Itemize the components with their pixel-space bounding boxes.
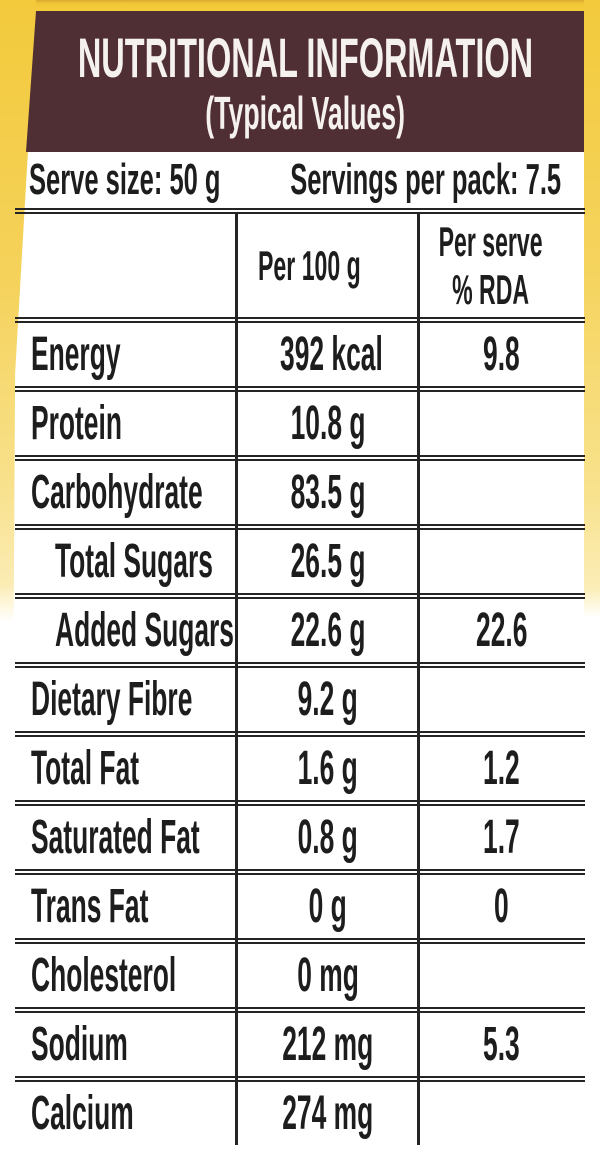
per-100g-value: 26.5 g	[290, 535, 366, 588]
per-100g-value: 274 mg	[282, 1087, 374, 1140]
table-row: Sodium 212 mg 5.3	[15, 1013, 585, 1082]
per-serve-rda-value: 5.3	[483, 1018, 520, 1071]
table-body: Energy 392 kcal 9.8 Protein 10.8 g Carbo…	[15, 323, 585, 1145]
table-row: Protein 10.8 g	[15, 392, 585, 461]
serve-size-text: Serve size: 50 g	[29, 155, 221, 204]
per-100g-value: 9.2 g	[297, 673, 359, 726]
nutrient-label: Cholesterol	[31, 949, 177, 1002]
per-100g-value: 0.8 g	[297, 811, 359, 864]
table-row: Cholesterol 0 mg	[15, 944, 585, 1013]
nutrient-label: Saturated Fat	[31, 811, 200, 864]
nutrient-label: Calcium	[31, 1087, 134, 1140]
table-row: Total Sugars 26.5 g	[15, 530, 585, 599]
table-header-row: Per 100 g Per serve % RDA	[15, 214, 585, 323]
column-header-per-serve-rda: Per serve % RDA	[396, 218, 585, 314]
per-serve-rda-value: 1.7	[483, 811, 520, 864]
nutrient-label: Dietary Fibre	[31, 673, 193, 726]
per-100g-value: 212 mg	[282, 1018, 374, 1071]
label-subtitle: (Typical Values)	[205, 86, 405, 139]
per-serve-rda-value: 0	[494, 880, 509, 933]
per-100g-value: 1.6 g	[297, 742, 359, 795]
table-row: Carbohydrate 83.5 g	[15, 461, 585, 530]
table-row: Dietary Fibre 9.2 g	[15, 668, 585, 737]
column-divider-1	[235, 214, 238, 1145]
per-serve-rda-value: 9.8	[483, 328, 520, 381]
per-serve-line: Per serve	[438, 217, 543, 265]
servings-per-pack-text: Servings per pack: 7.5	[290, 155, 561, 204]
table-row: Total Fat 1.6 g 1.2	[15, 737, 585, 806]
nutrient-label: Added Sugars	[55, 604, 234, 657]
rda-line: % RDA	[451, 265, 529, 313]
per-100g-value: 0 g	[308, 880, 348, 933]
per-100g-value: 83.5 g	[290, 466, 366, 519]
table-row: Added Sugars 22.6 g 22.6	[15, 599, 585, 668]
table-row: Trans Fat 0 g 0	[15, 875, 585, 944]
serving-info-row: Serve size: 50 g Servings per pack: 7.5	[15, 152, 585, 208]
column-divider-2	[417, 214, 420, 1145]
label-title-banner: NUTRITIONAL INFORMATION (Typical Values)	[26, 11, 584, 152]
nutrition-table: Per 100 g Per serve % RDA Energy 392 kca…	[15, 208, 585, 1145]
nutrient-label: Trans Fat	[31, 880, 149, 933]
nutrient-label: Total Fat	[31, 742, 140, 795]
nutrient-label: Protein	[31, 397, 122, 450]
package-yellow-top-band	[0, 0, 600, 12]
per-100g-value: 392 kcal	[280, 328, 383, 381]
table-row: Energy 392 kcal 9.8	[15, 323, 585, 392]
package-yellow-right-band	[584, 0, 600, 618]
per-serve-rda-value: 22.6	[475, 604, 528, 657]
table-row: Calcium 274 mg	[15, 1082, 585, 1145]
nutrient-label: Energy	[31, 328, 121, 381]
per-100g-value: 0 mg	[297, 949, 359, 1002]
table-row: Saturated Fat 0.8 g 1.7	[15, 806, 585, 875]
nutrient-label: Sodium	[31, 1018, 128, 1071]
per-100g-value: 22.6 g	[290, 604, 366, 657]
column-header-per-100g: Per 100 g	[257, 241, 361, 289]
nutrient-label: Total Sugars	[55, 535, 213, 588]
label-title: NUTRITIONAL INFORMATION	[77, 25, 533, 89]
per-100g-value: 10.8 g	[290, 397, 366, 450]
per-serve-rda-value: 1.2	[483, 742, 520, 795]
nutrient-label: Carbohydrate	[31, 466, 203, 519]
